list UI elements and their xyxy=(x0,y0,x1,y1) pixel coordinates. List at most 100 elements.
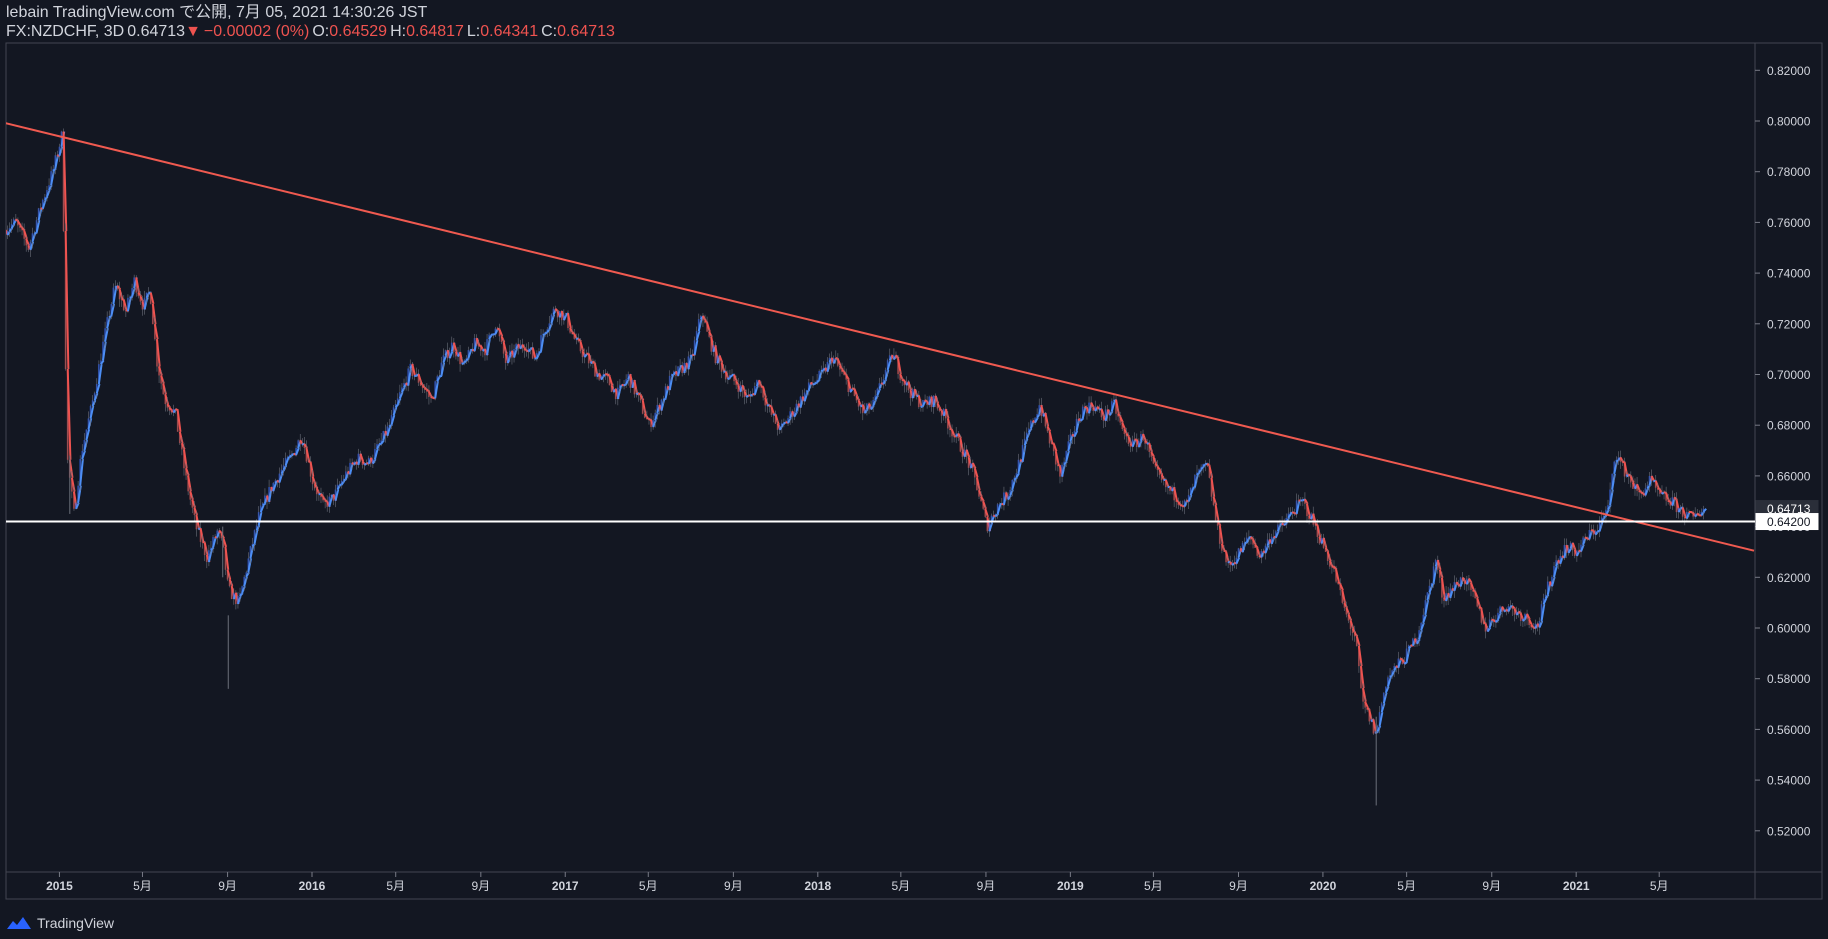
candle-body xyxy=(855,396,858,401)
candle-body xyxy=(12,219,15,225)
candle-body xyxy=(1600,517,1603,522)
candle-body xyxy=(160,375,163,384)
candle-body xyxy=(249,546,252,559)
candle-body xyxy=(1594,531,1597,535)
price-tick-label: 0.70000 xyxy=(1767,368,1811,382)
price-tick-label: 0.80000 xyxy=(1767,115,1811,129)
candle-body xyxy=(191,499,194,508)
candle-body xyxy=(1048,431,1051,444)
candle-body xyxy=(1212,496,1215,505)
candle-body xyxy=(1540,604,1543,621)
time-tick-label: 2016 xyxy=(299,879,326,893)
candle-body xyxy=(376,444,378,449)
candle-body xyxy=(1488,619,1491,628)
candle-body xyxy=(484,349,486,356)
candle-body xyxy=(10,224,13,229)
candle-body xyxy=(230,585,233,600)
candle-body xyxy=(1567,548,1570,553)
candle-body xyxy=(1254,544,1257,548)
candle-body xyxy=(1441,577,1443,598)
symbol-label[interactable]: FX:NZDCHF, 3D xyxy=(6,23,125,40)
candle-body xyxy=(164,394,167,405)
candle-body xyxy=(612,388,615,392)
candle-body xyxy=(106,317,109,329)
candle-body xyxy=(753,385,756,395)
footer-brand[interactable]: TradingView xyxy=(37,915,115,931)
candle-body xyxy=(199,528,202,542)
candle-body xyxy=(710,336,713,352)
candle-close-stroke xyxy=(467,349,473,359)
candle-body xyxy=(156,339,158,367)
candle-body xyxy=(1052,443,1055,452)
candle-body xyxy=(189,491,192,500)
candle-body xyxy=(37,208,40,221)
candle-body xyxy=(77,485,80,503)
candle-close-stroke xyxy=(531,347,537,359)
candle-body xyxy=(396,398,399,404)
candle-body xyxy=(50,171,53,186)
time-tick-label: 2015 xyxy=(46,879,73,893)
candle-body xyxy=(1480,608,1483,623)
candle-body xyxy=(1106,409,1109,416)
candle-body xyxy=(1316,524,1319,537)
candle-body xyxy=(392,407,395,416)
candle-body xyxy=(1613,461,1616,474)
candle-body xyxy=(1658,489,1661,494)
candle-close-stroke xyxy=(1306,503,1311,517)
candle-body xyxy=(874,395,877,400)
candle-body xyxy=(1204,463,1207,465)
candle-body xyxy=(1059,466,1061,477)
candle-body xyxy=(70,477,73,492)
candle-body xyxy=(428,391,430,397)
candle-body xyxy=(147,292,150,294)
candle-body xyxy=(29,241,32,250)
time-tick-label: 5月 xyxy=(1650,879,1669,893)
candle-close-stroke xyxy=(1403,661,1408,665)
candle-close-stroke xyxy=(386,426,392,437)
candle-close-stroke xyxy=(1235,557,1241,565)
candle-close-stroke xyxy=(1335,569,1340,582)
candle-body xyxy=(145,292,148,298)
candle-body xyxy=(965,449,968,458)
candle-body xyxy=(758,380,760,387)
candle-body xyxy=(1677,507,1680,513)
candle-body xyxy=(1324,547,1327,552)
candle-body xyxy=(1654,480,1657,488)
time-tick-label: 5月 xyxy=(639,879,658,893)
candle-close-stroke xyxy=(175,408,179,412)
trendline[interactable] xyxy=(2,122,1755,552)
candle-body xyxy=(87,418,90,430)
candle-body xyxy=(1266,539,1269,546)
time-tick-label: 9月 xyxy=(218,879,237,893)
candle-close-stroke xyxy=(448,351,454,359)
candle-body xyxy=(247,558,250,573)
time-tick-label: 2020 xyxy=(1310,879,1337,893)
candle-body xyxy=(1225,551,1227,563)
candle-body xyxy=(1075,418,1078,431)
candle-body xyxy=(1449,588,1452,598)
candle-body xyxy=(1528,619,1531,625)
time-tick-label: 5月 xyxy=(386,879,405,893)
candle-body xyxy=(567,313,569,329)
candle-body xyxy=(870,405,872,410)
candle-body xyxy=(984,508,987,517)
candle-body xyxy=(1345,607,1348,615)
candle-body xyxy=(1519,613,1522,621)
price-tick-label: 0.56000 xyxy=(1767,723,1811,737)
time-tick-label: 9月 xyxy=(1482,879,1501,893)
candle-body xyxy=(1210,477,1213,497)
candle-body xyxy=(205,555,208,563)
candle-body xyxy=(917,395,920,408)
candle-body xyxy=(1241,542,1244,553)
candle-body xyxy=(1426,592,1429,601)
candle-body xyxy=(826,361,829,372)
candle-body xyxy=(1486,627,1489,632)
candle-body xyxy=(322,497,324,501)
candle-body xyxy=(681,365,684,373)
candle-body xyxy=(884,369,887,380)
candle-body xyxy=(664,386,667,399)
candle-close-stroke xyxy=(257,511,263,526)
plot-border xyxy=(5,42,1756,873)
candle-body xyxy=(457,352,459,357)
